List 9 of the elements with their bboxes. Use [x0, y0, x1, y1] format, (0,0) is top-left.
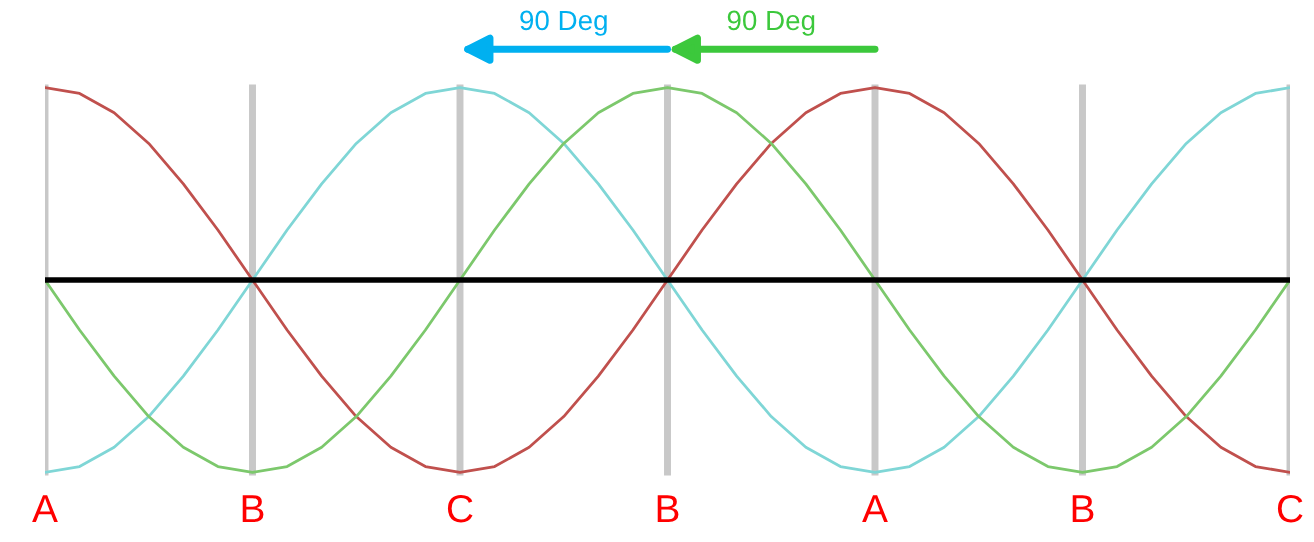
x-tick-label: B: [1072, 495, 1094, 523]
x-tick-label: C: [1277, 494, 1303, 523]
text: 90 Deg: [727, 10, 815, 36]
text: 90 Deg: [520, 10, 607, 36]
x-tick-label: B: [242, 495, 264, 523]
x-tick-label: A: [862, 495, 888, 523]
x-tick-label: A: [32, 495, 58, 523]
x-tick-label: C: [447, 494, 473, 523]
x-tick-label: B: [657, 495, 679, 523]
